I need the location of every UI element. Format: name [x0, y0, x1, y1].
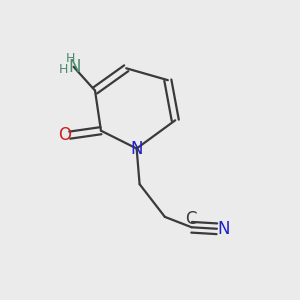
Text: H: H	[59, 63, 68, 76]
Text: N: N	[68, 58, 80, 76]
Text: N: N	[131, 140, 143, 158]
Text: O: O	[58, 126, 71, 144]
Text: N: N	[217, 220, 230, 238]
Text: C: C	[185, 210, 197, 228]
Text: H: H	[66, 52, 75, 65]
